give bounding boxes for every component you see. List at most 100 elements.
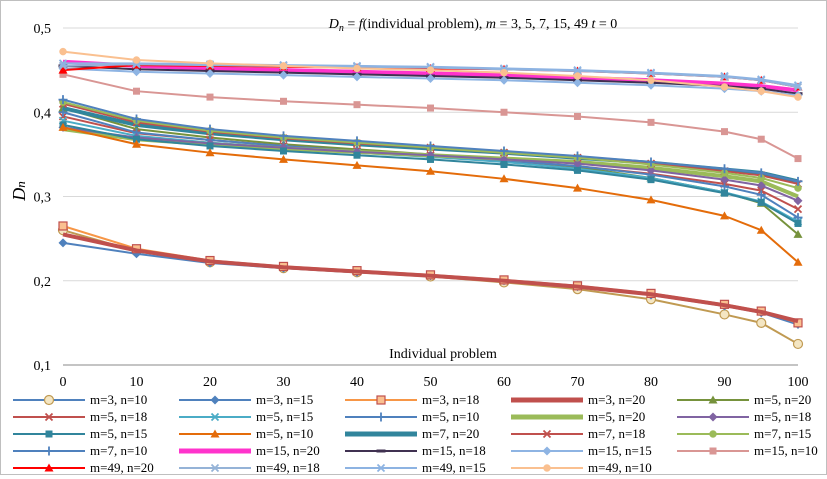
data-point xyxy=(500,160,508,168)
data-point xyxy=(279,70,288,80)
legend-entry: m=5, n=18 xyxy=(13,409,147,424)
x-tick-label: 20 xyxy=(203,375,217,390)
data-point xyxy=(573,72,582,80)
legend-entry: m=5, n=18 xyxy=(677,409,811,424)
data-point xyxy=(426,141,435,151)
legend-marker xyxy=(376,395,386,405)
data-point xyxy=(757,87,765,95)
series-1 xyxy=(57,225,804,350)
series-line xyxy=(62,50,799,99)
legend-label: m=7, n=18 xyxy=(588,426,645,441)
legend-label: m=5, n=15 xyxy=(256,409,313,424)
legend-label: m=49, n=20 xyxy=(90,460,154,474)
legend-entry: m=15, n=18 xyxy=(345,443,486,458)
series-line xyxy=(62,229,799,345)
data-point xyxy=(58,95,68,105)
x-tick-label: 100 xyxy=(788,375,809,390)
data-point xyxy=(59,47,67,56)
chart-title: Dn = f(individual problem), m = 3, 5, 7,… xyxy=(328,17,618,34)
y-tick-label: 0,3 xyxy=(34,191,52,206)
data-point xyxy=(573,151,582,161)
data-point xyxy=(352,72,362,82)
legend-entry: m=7, n=18 xyxy=(511,426,645,441)
data-point xyxy=(279,131,288,141)
title-t: t xyxy=(591,17,596,32)
data-point xyxy=(793,205,803,214)
data-point xyxy=(720,164,729,174)
series-12 xyxy=(58,122,803,266)
x-tick-label: 70 xyxy=(571,375,585,390)
data-point xyxy=(353,101,361,109)
data-point xyxy=(206,59,214,68)
data-point xyxy=(647,118,655,126)
x-tick-label: 60 xyxy=(497,375,511,390)
legend-entry: m=5, n=15 xyxy=(179,409,313,424)
title-rest: = 3, 5, 7, 15, 49 xyxy=(496,17,591,32)
data-point xyxy=(206,142,214,150)
legend-label: m=15, n=15 xyxy=(588,443,652,458)
series-line xyxy=(62,101,799,190)
data-point xyxy=(793,196,803,206)
y-tick-label: 0,5 xyxy=(34,22,52,37)
legend-label: m=5, n=20 xyxy=(754,392,811,407)
legend-label: m=49, n=15 xyxy=(422,460,486,474)
legend-entry: m=3, n=20 xyxy=(511,392,645,407)
series-line xyxy=(62,126,799,263)
legend-marker xyxy=(708,395,718,404)
data-point xyxy=(59,70,67,78)
legend-label: m=3, n=10 xyxy=(90,392,147,407)
data-point xyxy=(279,62,288,70)
series-24 xyxy=(59,47,802,101)
legend-label: m=3, n=18 xyxy=(422,392,479,407)
legend-entry: m=5, n=15 xyxy=(13,426,147,441)
legend-marker xyxy=(709,430,717,438)
data-point xyxy=(573,183,582,192)
legend-entry: m=49, n=10 xyxy=(511,460,652,475)
series-line xyxy=(62,98,799,183)
data-point xyxy=(205,148,215,157)
data-point xyxy=(58,221,68,231)
legend-entry: m=49, n=18 xyxy=(179,460,320,475)
data-point xyxy=(574,112,581,120)
y-axis-label-sub: n xyxy=(13,181,28,188)
title-paren: (individual problem), xyxy=(363,17,486,32)
data-point xyxy=(793,257,803,266)
legend-marker xyxy=(44,446,54,456)
x-tick-label: 80 xyxy=(644,375,658,390)
series-16 xyxy=(58,95,803,186)
series-line xyxy=(63,62,799,87)
legend: m=3, n=10 m=3, n=15 m=3, n=18 m=3, n=20 m=5,… xyxy=(13,392,818,475)
series-20 xyxy=(59,70,802,163)
series-line xyxy=(62,232,799,324)
legend-marker xyxy=(45,430,53,438)
data-point xyxy=(426,74,435,84)
data-point xyxy=(794,155,802,163)
data-point xyxy=(426,66,435,74)
data-point xyxy=(132,56,141,64)
data-point xyxy=(427,155,434,163)
title-d-sub: n xyxy=(339,23,344,34)
data-point xyxy=(721,128,728,136)
legend-entry: m=5, n=20 xyxy=(511,409,645,424)
data-point xyxy=(573,65,582,75)
data-point xyxy=(58,65,68,74)
data-point xyxy=(279,154,288,163)
legend-marker xyxy=(210,395,220,405)
data-point xyxy=(756,225,766,234)
data-point xyxy=(499,146,509,156)
legend-entry: m=7, n=10 xyxy=(13,443,147,458)
legend-label: m=5, n=15 xyxy=(90,426,147,441)
title-m: m xyxy=(486,17,496,32)
y-tick-label: 0,1 xyxy=(34,359,52,374)
data-point xyxy=(757,75,766,84)
legend-entry: m=7, n=20 xyxy=(345,426,479,441)
legend-label: m=7, n=15 xyxy=(754,426,811,441)
y-axis-label: Dn xyxy=(9,181,29,202)
data-point xyxy=(793,176,803,186)
data-point xyxy=(647,176,655,184)
data-point xyxy=(793,318,803,328)
data-point xyxy=(133,87,140,95)
data-point xyxy=(720,211,729,220)
